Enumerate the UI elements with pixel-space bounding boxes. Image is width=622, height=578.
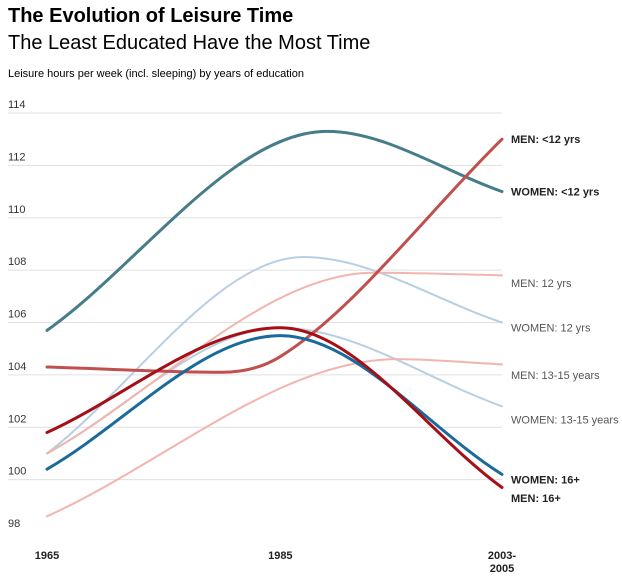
y-tick-label: 104 (8, 361, 26, 373)
y-tick-label: 100 (8, 466, 26, 478)
chart-title: The Evolution of Leisure Time (8, 5, 294, 27)
series-lines (45, 129, 504, 518)
series-label-women-16: WOMEN: 16+ (511, 475, 580, 487)
series-label-men-13-15-years: MEN: 13-15 years (511, 370, 600, 382)
x-tick-label: 1965 (35, 550, 59, 562)
series-line-women-12-yrs (46, 256, 503, 455)
y-tick-label: 110 (8, 204, 26, 216)
y-axis-label: Leisure hours per week (incl. sleeping) … (8, 68, 304, 80)
y-tick-label: 114 (8, 99, 26, 111)
chart-subtitle: The Least Educated Have the Most Time (8, 32, 371, 54)
y-tick-label: 106 (8, 309, 26, 321)
series-labels: WOMEN: 13-15 years WOMEN: 12 yrs MEN: 12 y… (511, 134, 619, 505)
x-tick-label: 2003-2005 (488, 550, 516, 575)
series-label-women-12-yrs: WOMEN: 12 yrs (511, 323, 591, 335)
y-tick-label: 108 (8, 256, 26, 268)
x-tick-label: 1985 (268, 550, 292, 562)
series-line-women-16 (45, 334, 504, 476)
series-label-men-12-yrs: MEN: <12 yrs (511, 134, 580, 146)
y-tick-label: 102 (8, 413, 26, 425)
series-label-men-12-yrs: MEN: 12 yrs (511, 278, 572, 290)
series-line-women-12-yrs (45, 129, 504, 332)
series-line-men-13-15-years (46, 358, 503, 518)
y-axis-ticks: 98 100 102 104 106 108 110 112 114 (8, 99, 26, 530)
y-tick-label: 98 (8, 518, 20, 530)
series-line-men-12-yrs (46, 271, 503, 455)
series-line-men-16 (45, 326, 504, 489)
series-label-women-12-yrs: WOMEN: <12 yrs (511, 187, 599, 199)
series-line-men-12-yrs (45, 137, 504, 374)
y-tick-label: 112 (8, 151, 26, 163)
x-axis-ticks: 1965 1985 2003-2005 (35, 550, 517, 575)
series-label-women-13-15-years: WOMEN: 13-15 years (511, 414, 619, 426)
series-label-men-16: MEN: 16+ (511, 493, 561, 505)
